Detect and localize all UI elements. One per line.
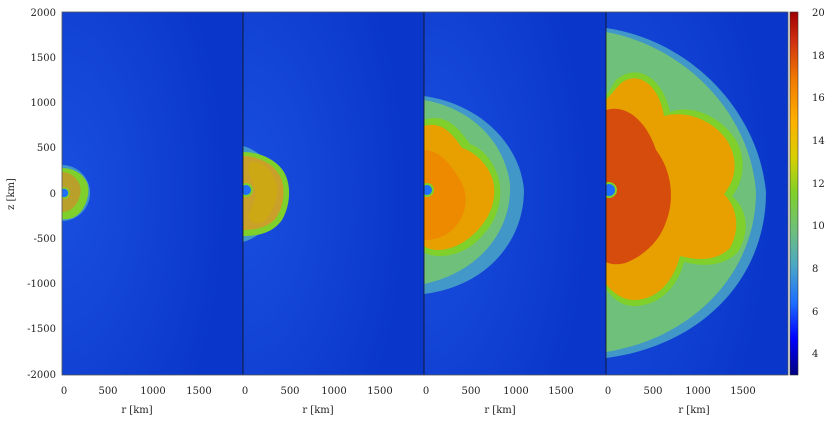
x-axis-label: r [km] xyxy=(302,405,333,416)
x-tick-label: 1000 xyxy=(321,386,346,397)
x-axis-panel-4: 0 500 1000 1500 r [km] xyxy=(605,386,756,416)
x-tick-label: 500 xyxy=(98,386,117,397)
colorbar-tick-label: 18 xyxy=(812,51,825,62)
colorbar-tick-label: 20 xyxy=(812,8,825,19)
colorbar-tick-label: 4 xyxy=(812,349,818,360)
y-tick-label: -1500 xyxy=(27,324,56,335)
y-tick-label: -1000 xyxy=(27,279,56,290)
x-tick-label: 1500 xyxy=(548,386,573,397)
y-tick-label: 0 xyxy=(50,189,56,200)
x-tick-label: 500 xyxy=(643,386,662,397)
x-axis-label: r [km] xyxy=(678,405,709,416)
x-tick-label: 1000 xyxy=(140,386,165,397)
x-tick-label: 1500 xyxy=(730,386,755,397)
x-tick-label: 0 xyxy=(605,386,611,397)
x-tick-label: 500 xyxy=(280,386,299,397)
x-tick-label: 500 xyxy=(461,386,480,397)
y-axis-label: z [km] xyxy=(6,178,17,210)
x-tick-label: 1000 xyxy=(685,386,710,397)
colorbar-tick-label: 6 xyxy=(812,307,818,318)
colorbar-tick-label: 14 xyxy=(812,136,825,147)
y-tick-label: 2000 xyxy=(31,8,56,19)
x-tick-label: 0 xyxy=(242,386,248,397)
colorbar-tick-label: 12 xyxy=(812,179,825,190)
x-tick-label: 1000 xyxy=(503,386,528,397)
panel-1-shock-region xyxy=(62,165,90,221)
colorbar: 20 18 16 14 12 10 8 6 4 xyxy=(789,8,825,376)
panel-1-background xyxy=(62,12,243,375)
colorbar-gradient xyxy=(789,11,799,376)
colorbar-tick-label: 8 xyxy=(812,264,818,275)
x-axis-label: r [km] xyxy=(121,405,152,416)
y-tick-label: 1500 xyxy=(31,53,56,64)
panel-2-shock-region xyxy=(243,146,290,242)
y-tick-label: -2000 xyxy=(27,370,56,381)
x-tick-label: 1500 xyxy=(186,386,211,397)
x-axis-panel-1: 0 500 1000 1500 r [km] xyxy=(61,386,212,416)
x-axis-panel-2: 0 500 1000 1500 r [km] xyxy=(242,386,393,416)
y-axis: 2000 1500 1000 500 0 -500 -1000 -1500 -2… xyxy=(6,8,56,381)
x-tick-label: 1500 xyxy=(367,386,392,397)
panel-4-shock-region xyxy=(606,28,766,358)
colorbar-tick-label: 10 xyxy=(812,221,825,232)
x-axis-label: r [km] xyxy=(484,405,515,416)
plot-frame xyxy=(61,11,789,376)
panel-3-shock-region xyxy=(424,96,524,294)
x-axis-panel-3: 0 500 1000 1500 r [km] xyxy=(423,386,574,416)
x-tick-label: 0 xyxy=(423,386,429,397)
y-tick-label: 1000 xyxy=(31,98,56,109)
colorbar-tick-label: 16 xyxy=(812,93,825,104)
x-tick-label: 0 xyxy=(61,386,67,397)
y-tick-label: -500 xyxy=(34,234,56,245)
y-tick-label: 500 xyxy=(37,143,56,154)
